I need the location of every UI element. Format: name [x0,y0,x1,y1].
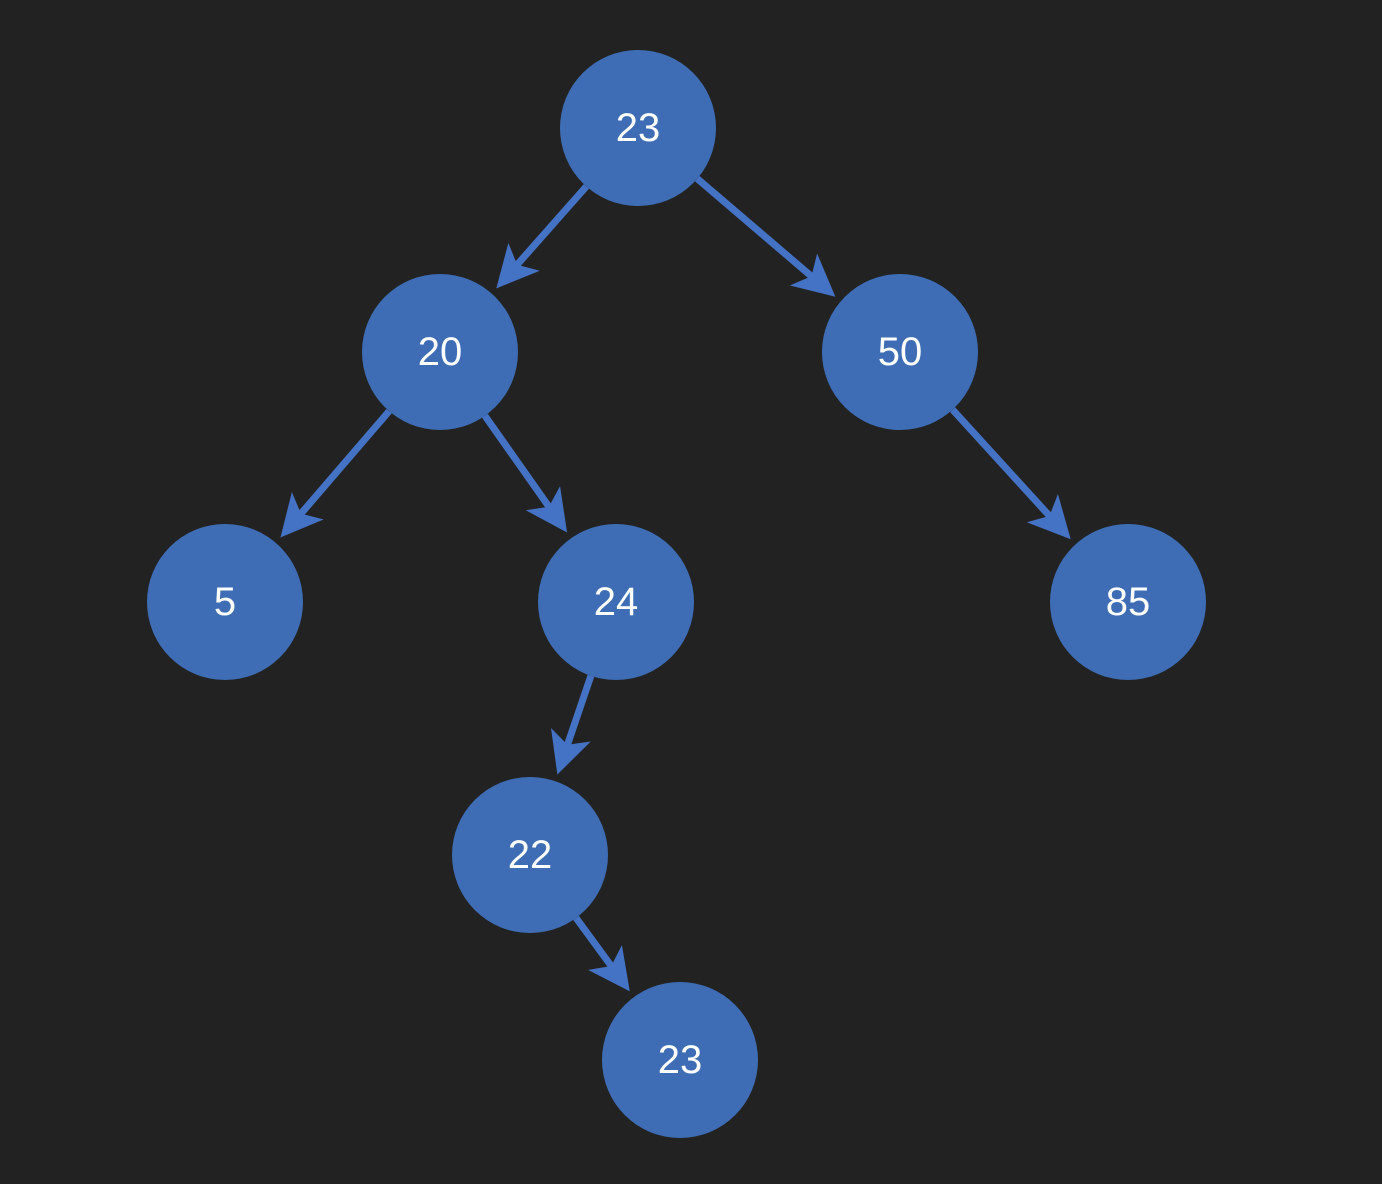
tree-node: 24 [538,524,694,680]
edge [562,676,591,761]
edge [290,411,390,527]
node-label: 23 [658,1038,703,1083]
edge [485,416,559,521]
edge [506,186,587,277]
node-label: 22 [508,833,553,878]
edge [953,410,1062,529]
node-label: 50 [878,330,923,375]
node-label: 5 [214,580,236,625]
tree-diagram: 23 20 50 5 24 85 22 23 [0,0,1382,1184]
node-label: 24 [594,580,639,625]
edge [576,918,621,980]
tree-node: 50 [822,274,978,430]
tree-node: 23 [560,50,716,206]
tree-node: 20 [362,274,518,430]
node-label: 23 [616,106,661,151]
tree-node: 85 [1050,524,1206,680]
edge [697,179,824,288]
tree-node: 23 [602,982,758,1138]
tree-node: 5 [147,524,303,680]
node-label: 20 [418,330,463,375]
tree-node: 22 [452,777,608,933]
node-label: 85 [1106,580,1151,625]
